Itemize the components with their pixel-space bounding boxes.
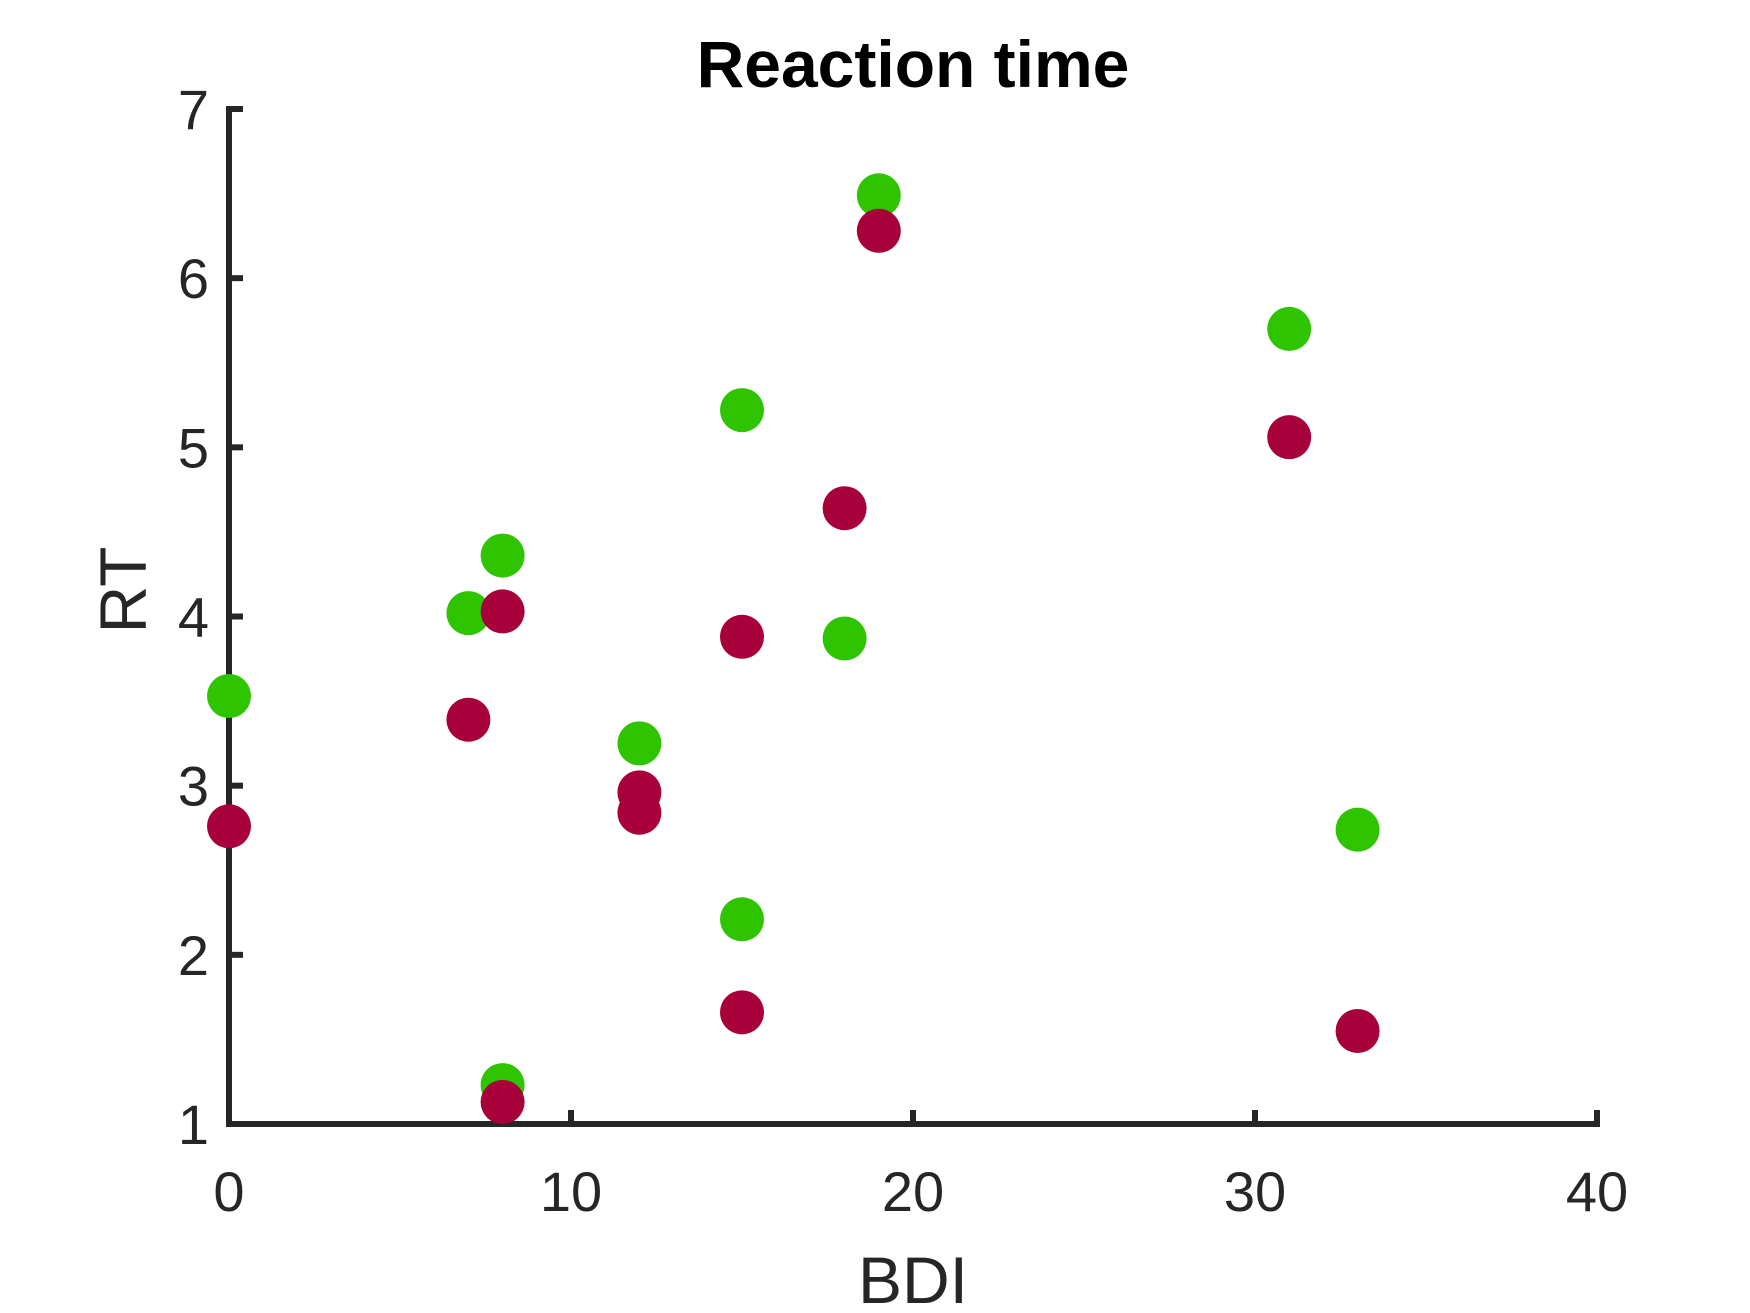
- data-point: [617, 721, 662, 766]
- data-point: [446, 591, 491, 636]
- series-2: [207, 208, 1380, 1125]
- x-axis-label: BDI: [858, 1243, 968, 1313]
- x-tick-label: 20: [882, 1160, 944, 1223]
- y-tick-label: 6: [178, 247, 209, 310]
- data-point: [720, 614, 764, 659]
- data-point: [720, 897, 764, 942]
- data-point: [856, 208, 901, 253]
- data-point: [720, 388, 764, 433]
- ticks: 0 10 20 30 40 1 2 3 4 5 6 7: [178, 78, 1628, 1223]
- data-point: [822, 486, 867, 531]
- x-tick-label: 10: [540, 1160, 602, 1223]
- data-point: [720, 990, 764, 1035]
- data-point: [480, 533, 525, 578]
- data-points: [207, 173, 1380, 1125]
- y-tick-label: 2: [178, 924, 209, 987]
- x-tick-label: 0: [213, 1160, 244, 1223]
- series-1: [207, 173, 1380, 1108]
- axes: [226, 106, 1600, 1127]
- data-point: [207, 804, 251, 849]
- x-tick-label: 40: [1566, 1160, 1628, 1223]
- data-point: [617, 790, 662, 835]
- data-point: [446, 697, 491, 742]
- data-point: [1267, 415, 1312, 460]
- y-axis-label: RT: [86, 547, 160, 634]
- data-point: [480, 1080, 525, 1125]
- x-tick-label: 30: [1224, 1160, 1286, 1223]
- y-tick-label: 7: [178, 78, 209, 141]
- chart-title: Reaction time: [697, 27, 1130, 101]
- data-point: [1335, 1008, 1380, 1053]
- y-tick-label: 1: [178, 1093, 209, 1156]
- data-point: [822, 616, 867, 661]
- y-tick-label: 3: [178, 755, 209, 818]
- data-point: [1267, 306, 1312, 351]
- y-tick-label: 5: [178, 416, 209, 479]
- data-point: [856, 173, 901, 218]
- data-point: [207, 674, 251, 719]
- data-point: [1335, 807, 1380, 852]
- y-tick-label: 4: [178, 586, 209, 649]
- data-point: [480, 589, 525, 634]
